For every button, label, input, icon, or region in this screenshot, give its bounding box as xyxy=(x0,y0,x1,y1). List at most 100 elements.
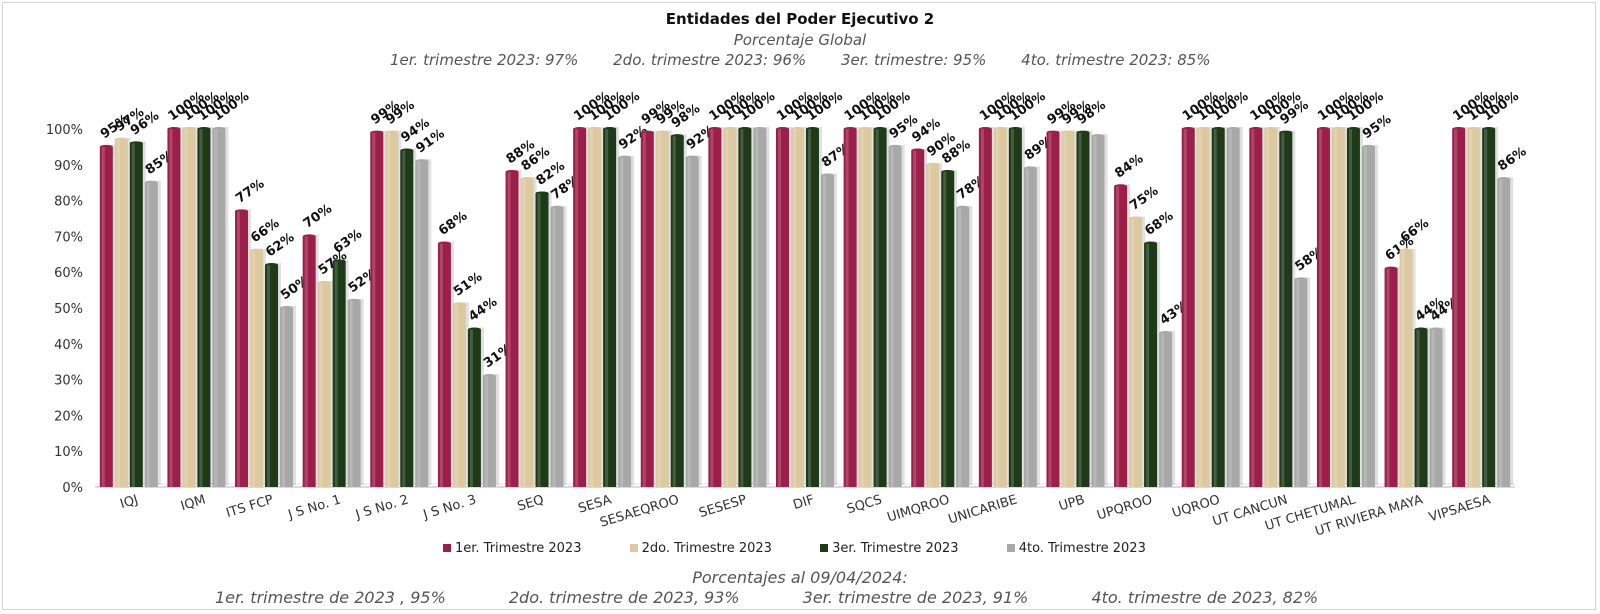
bar-highlight xyxy=(620,157,624,487)
bar-top xyxy=(452,302,466,307)
bar xyxy=(197,129,211,487)
bar-highlight xyxy=(928,164,932,488)
data-label: 51% xyxy=(451,270,485,300)
bar-highlight xyxy=(454,304,458,487)
y-tick-label: 0% xyxy=(62,481,83,496)
bar-top xyxy=(1414,327,1428,332)
bar-top xyxy=(1159,331,1173,336)
bar-top xyxy=(821,173,834,178)
bar xyxy=(1384,268,1398,487)
bar xyxy=(603,129,617,487)
bar xyxy=(332,261,346,487)
bar-highlight xyxy=(552,207,556,487)
bar-top xyxy=(791,127,804,131)
bar-highlight xyxy=(755,129,759,487)
chart-legend: 1er. Trimestre 2023 2do. Trimestre 2023 … xyxy=(443,541,1190,556)
bar-top xyxy=(467,327,481,332)
legend-item-q4: 4to. Trimestre 2023 xyxy=(1006,541,1146,556)
bar xyxy=(1061,132,1075,487)
bar-top xyxy=(1023,166,1037,171)
bar-highlight xyxy=(372,132,376,487)
bar xyxy=(505,171,519,487)
data-label: 75% xyxy=(1127,184,1161,214)
bar-top xyxy=(1429,327,1443,332)
bar-top xyxy=(603,127,617,131)
bar-highlight xyxy=(875,129,879,487)
bar-top xyxy=(1114,184,1128,189)
x-tick-label: ITS FCP xyxy=(224,492,275,521)
bar-highlight xyxy=(537,193,541,487)
bar-top xyxy=(873,127,887,131)
bar xyxy=(437,243,451,487)
bar-top xyxy=(738,127,752,131)
bar-top xyxy=(655,130,669,135)
bar-top xyxy=(1399,248,1413,253)
bar xyxy=(1114,186,1128,487)
bar-top xyxy=(347,298,361,303)
bar-highlight xyxy=(349,300,353,487)
x-tick-label: IQM xyxy=(179,492,208,514)
bar xyxy=(1497,179,1511,487)
bar xyxy=(588,129,602,487)
bar xyxy=(370,132,384,487)
bar-top xyxy=(415,159,429,164)
bar xyxy=(776,129,789,487)
bar-highlight xyxy=(1401,250,1405,487)
bar-highlight xyxy=(778,129,781,487)
legend-item-q1: 1er. Trimestre 2023 xyxy=(443,541,581,556)
bar xyxy=(1129,218,1143,487)
bar xyxy=(1046,132,1060,487)
bar-highlight xyxy=(1228,129,1232,487)
bar-highlight xyxy=(1251,129,1255,487)
bar-top xyxy=(302,234,316,239)
bar-top xyxy=(99,144,113,149)
bar-highlight xyxy=(184,129,188,487)
bar-top xyxy=(1452,127,1466,131)
bar-highlight xyxy=(1333,129,1337,487)
bar xyxy=(385,132,399,487)
bar-highlight xyxy=(1063,132,1067,487)
bar-top xyxy=(926,162,940,167)
bar-top xyxy=(956,205,970,210)
bar-highlight xyxy=(522,179,526,487)
bar xyxy=(280,308,294,487)
bar-top xyxy=(129,141,143,146)
bar-top xyxy=(843,127,857,131)
bar-top xyxy=(144,180,158,185)
bar-highlight xyxy=(1318,129,1322,487)
bar-highlight xyxy=(793,129,796,487)
legend-swatch-q2 xyxy=(629,544,638,552)
bar-top xyxy=(1091,134,1105,139)
bar xyxy=(144,182,158,487)
bar-highlight xyxy=(958,207,962,487)
bar-top xyxy=(1361,144,1375,149)
bar-top xyxy=(1008,127,1022,131)
bar-highlight xyxy=(131,143,135,487)
bar-highlight xyxy=(687,157,691,487)
bar-top xyxy=(1249,127,1263,131)
bar xyxy=(911,150,925,488)
bar-top xyxy=(1061,130,1075,135)
data-label: 66% xyxy=(1398,216,1432,246)
bar-highlight xyxy=(672,136,676,487)
x-tick-label: UNICARIBE xyxy=(947,492,1019,527)
bar xyxy=(1414,329,1428,487)
bar-top xyxy=(1482,127,1496,131)
bar xyxy=(1091,136,1105,487)
bar-highlight xyxy=(252,250,256,487)
bar xyxy=(1076,132,1090,487)
bar-highlight xyxy=(1386,268,1390,487)
bar-highlight xyxy=(1213,129,1217,487)
bar-highlight xyxy=(710,129,714,487)
bar-top xyxy=(482,374,496,379)
bar-top xyxy=(167,127,181,131)
y-tick-label: 30% xyxy=(54,374,83,389)
bar xyxy=(265,265,279,487)
legend-item-q2: 2do. Trimestre 2023 xyxy=(629,541,772,556)
x-tick-label: UIMQROO xyxy=(886,492,952,525)
bar xyxy=(978,129,992,487)
bar-top xyxy=(370,130,384,135)
bar xyxy=(655,132,669,487)
bar-highlight xyxy=(1116,186,1120,487)
bar-highlight xyxy=(1161,333,1165,487)
